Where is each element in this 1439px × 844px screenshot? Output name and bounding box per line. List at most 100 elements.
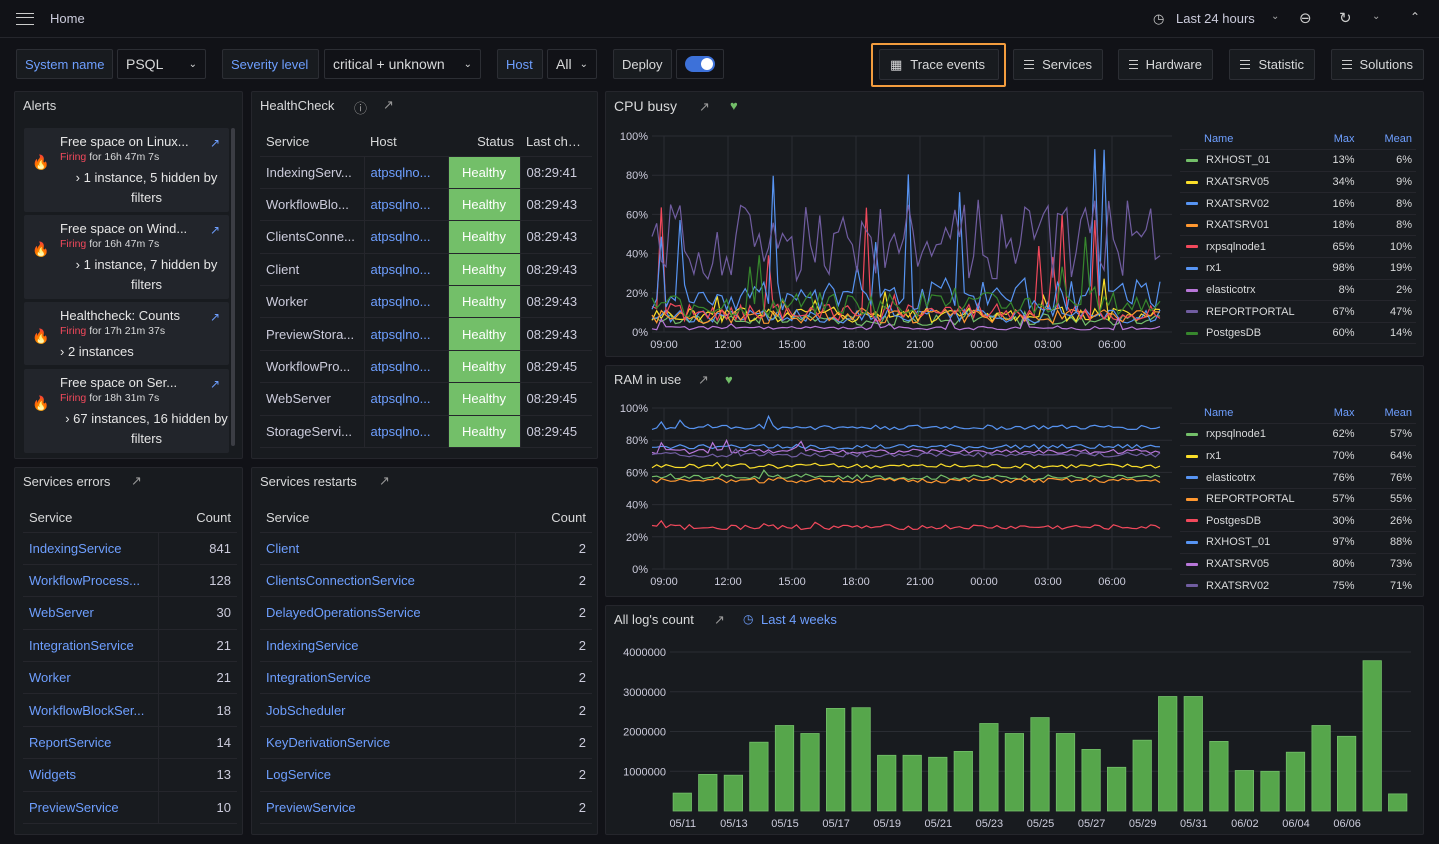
- service-link[interactable]: ReportService: [23, 726, 159, 760]
- host-link[interactable]: atpsqlno...: [364, 415, 449, 449]
- severity-level-select[interactable]: critical + unknown ⌄: [324, 49, 481, 79]
- trace-events-button[interactable]: ▦ Trace events: [879, 49, 999, 80]
- service-link[interactable]: Worker: [23, 661, 159, 695]
- legend-item[interactable]: rx1 70% 64%: [1180, 445, 1416, 468]
- table-row[interactable]: ClientsConne... atpsqlno... Healthy 08:29:4…: [260, 220, 592, 254]
- hardware-button[interactable]: Hardware: [1118, 49, 1213, 80]
- service-link[interactable]: PreviewService: [260, 791, 516, 825]
- host-link[interactable]: atpsqlno...: [364, 285, 449, 319]
- legend-item[interactable]: RXATSRV02 16% 8%: [1180, 192, 1416, 215]
- table-row[interactable]: Worker atpsqlno... Healthy 08:29:43: [260, 285, 592, 319]
- bar[interactable]: [1081, 749, 1101, 812]
- series-line[interactable]: [651, 448, 1161, 458]
- table-row[interactable]: WebServer atpsqlno... Healthy 08:29:45: [260, 382, 592, 416]
- table-row[interactable]: IntegrationService 21: [23, 629, 237, 663]
- time-range-picker[interactable]: Last 24 hours: [1176, 11, 1255, 26]
- services-button[interactable]: Services: [1013, 49, 1103, 80]
- table-row[interactable]: StorageServi... atpsqlno... Healthy 08:29:4…: [260, 415, 592, 449]
- bar[interactable]: [851, 707, 871, 812]
- external-link-icon[interactable]: ↗: [379, 473, 390, 488]
- bar[interactable]: [1260, 770, 1280, 812]
- table-row[interactable]: ReportService 14: [23, 726, 237, 760]
- external-link-icon[interactable]: ↗: [210, 310, 221, 324]
- logs-bar-chart[interactable]: 1000000 2000000 3000000 4000000 05/11 05/13 05…: [606, 636, 1421, 834]
- legend-column-header[interactable]: Max: [1310, 128, 1359, 151]
- series-line[interactable]: [651, 199, 1161, 283]
- table-row[interactable]: WorkflowPro... atpsqlno... Healthy 08:29:45: [260, 350, 592, 384]
- legend-column-header[interactable]: Mean: [1358, 128, 1416, 151]
- table-row[interactable]: WorkflowProcess... 128: [23, 564, 237, 598]
- legend-item[interactable]: elasticotrx 8% 2%: [1180, 279, 1416, 302]
- table-row[interactable]: Worker 21: [23, 661, 237, 695]
- table-row[interactable]: Client atpsqlno... Healthy 08:29:43: [260, 253, 592, 287]
- table-row[interactable]: WorkflowBlo... atpsqlno... Healthy 08:29:43: [260, 188, 592, 222]
- service-link[interactable]: Client: [260, 532, 516, 565]
- column-header[interactable]: Host: [364, 128, 448, 157]
- table-row[interactable]: PreviewStora... atpsqlno... Healthy 08:29:4…: [260, 317, 592, 351]
- host-link[interactable]: atpsqlno...: [364, 156, 449, 189]
- bar[interactable]: [825, 708, 846, 812]
- table-row[interactable]: IndexingService 2: [260, 629, 592, 663]
- bar[interactable]: [698, 773, 718, 812]
- service-link[interactable]: KeyDerivationService: [260, 726, 516, 760]
- table-row[interactable]: IntegrationService 2: [260, 661, 592, 695]
- service-link[interactable]: IndexingService: [23, 532, 159, 565]
- service-link[interactable]: PreviewService: [23, 791, 159, 825]
- column-header[interactable]: Service: [260, 128, 364, 157]
- service-link[interactable]: Widgets: [23, 758, 159, 792]
- legend-item[interactable]: REPORTPORTAL 57% 55%: [1180, 488, 1416, 511]
- series-line[interactable]: [651, 438, 1161, 455]
- refresh-interval-chevron-icon[interactable]: ⌄: [1372, 11, 1381, 22]
- table-row[interactable]: Client 2: [260, 532, 592, 565]
- series-line[interactable]: [651, 469, 1161, 481]
- legend-item[interactable]: RXATSRV02 75% 71%: [1180, 574, 1416, 592]
- table-row[interactable]: IndexingService 841: [23, 532, 237, 565]
- statistic-button[interactable]: Statistic: [1229, 49, 1315, 80]
- bar[interactable]: [774, 725, 795, 812]
- bar[interactable]: [723, 774, 743, 812]
- menu-icon[interactable]: [16, 13, 34, 28]
- bar[interactable]: [1004, 733, 1025, 812]
- legend-item[interactable]: elasticotrx 76% 76%: [1180, 466, 1416, 489]
- legend-column-header[interactable]: Mean: [1358, 402, 1416, 425]
- host-link[interactable]: atpsqlno...: [364, 253, 449, 287]
- service-link[interactable]: WebServer: [23, 596, 159, 630]
- chevron-down-icon[interactable]: ⌄: [1271, 11, 1280, 22]
- table-row[interactable]: Widgets 13: [23, 758, 237, 792]
- bar[interactable]: [877, 754, 897, 812]
- service-link[interactable]: DelayedOperationsService: [260, 596, 516, 630]
- legend-item[interactable]: RXATSRV01 18% 8%: [1180, 214, 1416, 237]
- bar[interactable]: [1158, 696, 1178, 812]
- external-link-icon[interactable]: ↗: [698, 372, 709, 387]
- host-link[interactable]: atpsqlno...: [364, 317, 449, 351]
- bar[interactable]: [1106, 766, 1127, 812]
- solutions-button[interactable]: Solutions: [1331, 49, 1424, 80]
- bar[interactable]: [1337, 735, 1357, 812]
- table-row[interactable]: IndexingServ... atpsqlno... Healthy 08:29:4…: [260, 156, 592, 189]
- bar[interactable]: [1209, 741, 1229, 812]
- table-row[interactable]: WebServer 30: [23, 596, 237, 630]
- bar[interactable]: [928, 756, 948, 812]
- column-header[interactable]: Last check: [520, 128, 592, 157]
- series-line[interactable]: [651, 414, 1161, 431]
- zoom-out-icon[interactable]: ⊖: [1299, 10, 1312, 27]
- series-line[interactable]: [651, 519, 1161, 531]
- legend-column-header[interactable]: Name: [1180, 128, 1310, 151]
- legend-item[interactable]: RXATSRV05 34% 9%: [1180, 171, 1416, 194]
- table-row[interactable]: PreviewService 10: [23, 791, 237, 825]
- alert-item[interactable]: 🔥 Free space on Wind... ↗ Firing for 16h…: [24, 215, 229, 299]
- ram-chart[interactable]: 0% 20% 40% 60% 80% 100% 09:00 12:00 15:00 18:00 21…: [606, 396, 1178, 596]
- external-link-icon[interactable]: ↗: [210, 223, 221, 237]
- table-row[interactable]: JobScheduler 2: [260, 693, 592, 727]
- bar[interactable]: [1055, 733, 1076, 812]
- column-header[interactable]: Count: [158, 504, 237, 533]
- host-link[interactable]: atpsqlno...: [364, 382, 449, 416]
- column-header[interactable]: Count: [515, 504, 592, 533]
- service-link[interactable]: LogService: [260, 758, 516, 792]
- external-link-icon[interactable]: ↗: [210, 136, 221, 150]
- host-link[interactable]: atpsqlno...: [364, 220, 449, 254]
- legend-item[interactable]: rx1 98% 19%: [1180, 257, 1416, 280]
- host-link[interactable]: atpsqlno...: [364, 188, 449, 222]
- table-row[interactable]: LogService 2: [260, 758, 592, 792]
- legend-item[interactable]: PostgesDB 30% 26%: [1180, 509, 1416, 533]
